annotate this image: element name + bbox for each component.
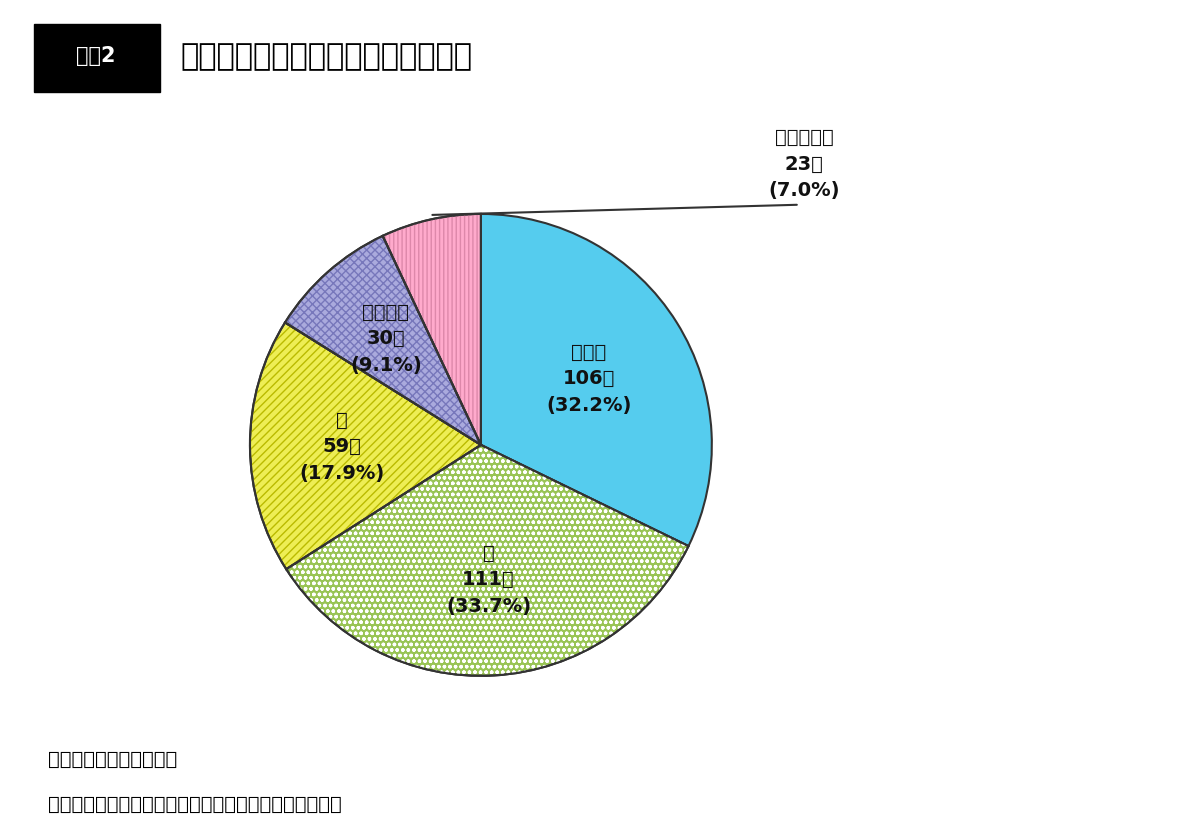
Text: 注１：解決事件を除く。: 注１：解決事件を除く。 bbox=[48, 749, 178, 768]
Text: 図表2: 図表2 bbox=[77, 46, 115, 66]
Text: 親族間殺人の被疑者と被害者の関係: 親族間殺人の被疑者と被害者の関係 bbox=[180, 42, 472, 70]
Wedge shape bbox=[250, 323, 481, 570]
Text: その他親族
23件
(7.0%): その他親族 23件 (7.0%) bbox=[768, 128, 840, 200]
FancyBboxPatch shape bbox=[34, 25, 160, 93]
Wedge shape bbox=[383, 214, 481, 445]
Text: 親
111件
(33.7%): 親 111件 (33.7%) bbox=[446, 543, 532, 615]
Text: 配偶者
106件
(32.2%): 配偶者 106件 (32.2%) bbox=[546, 342, 631, 414]
Text: ２：続柄は、被害者からみた被疑者との続柄である。: ２：続柄は、被害者からみた被疑者との続柄である。 bbox=[48, 794, 342, 812]
Wedge shape bbox=[481, 214, 712, 546]
Wedge shape bbox=[287, 445, 689, 676]
Text: 兄弟姉妹
30件
(9.1%): 兄弟姉妹 30件 (9.1%) bbox=[350, 302, 421, 374]
Wedge shape bbox=[286, 237, 481, 445]
Text: 子
59件
(17.9%): 子 59件 (17.9%) bbox=[300, 410, 385, 482]
